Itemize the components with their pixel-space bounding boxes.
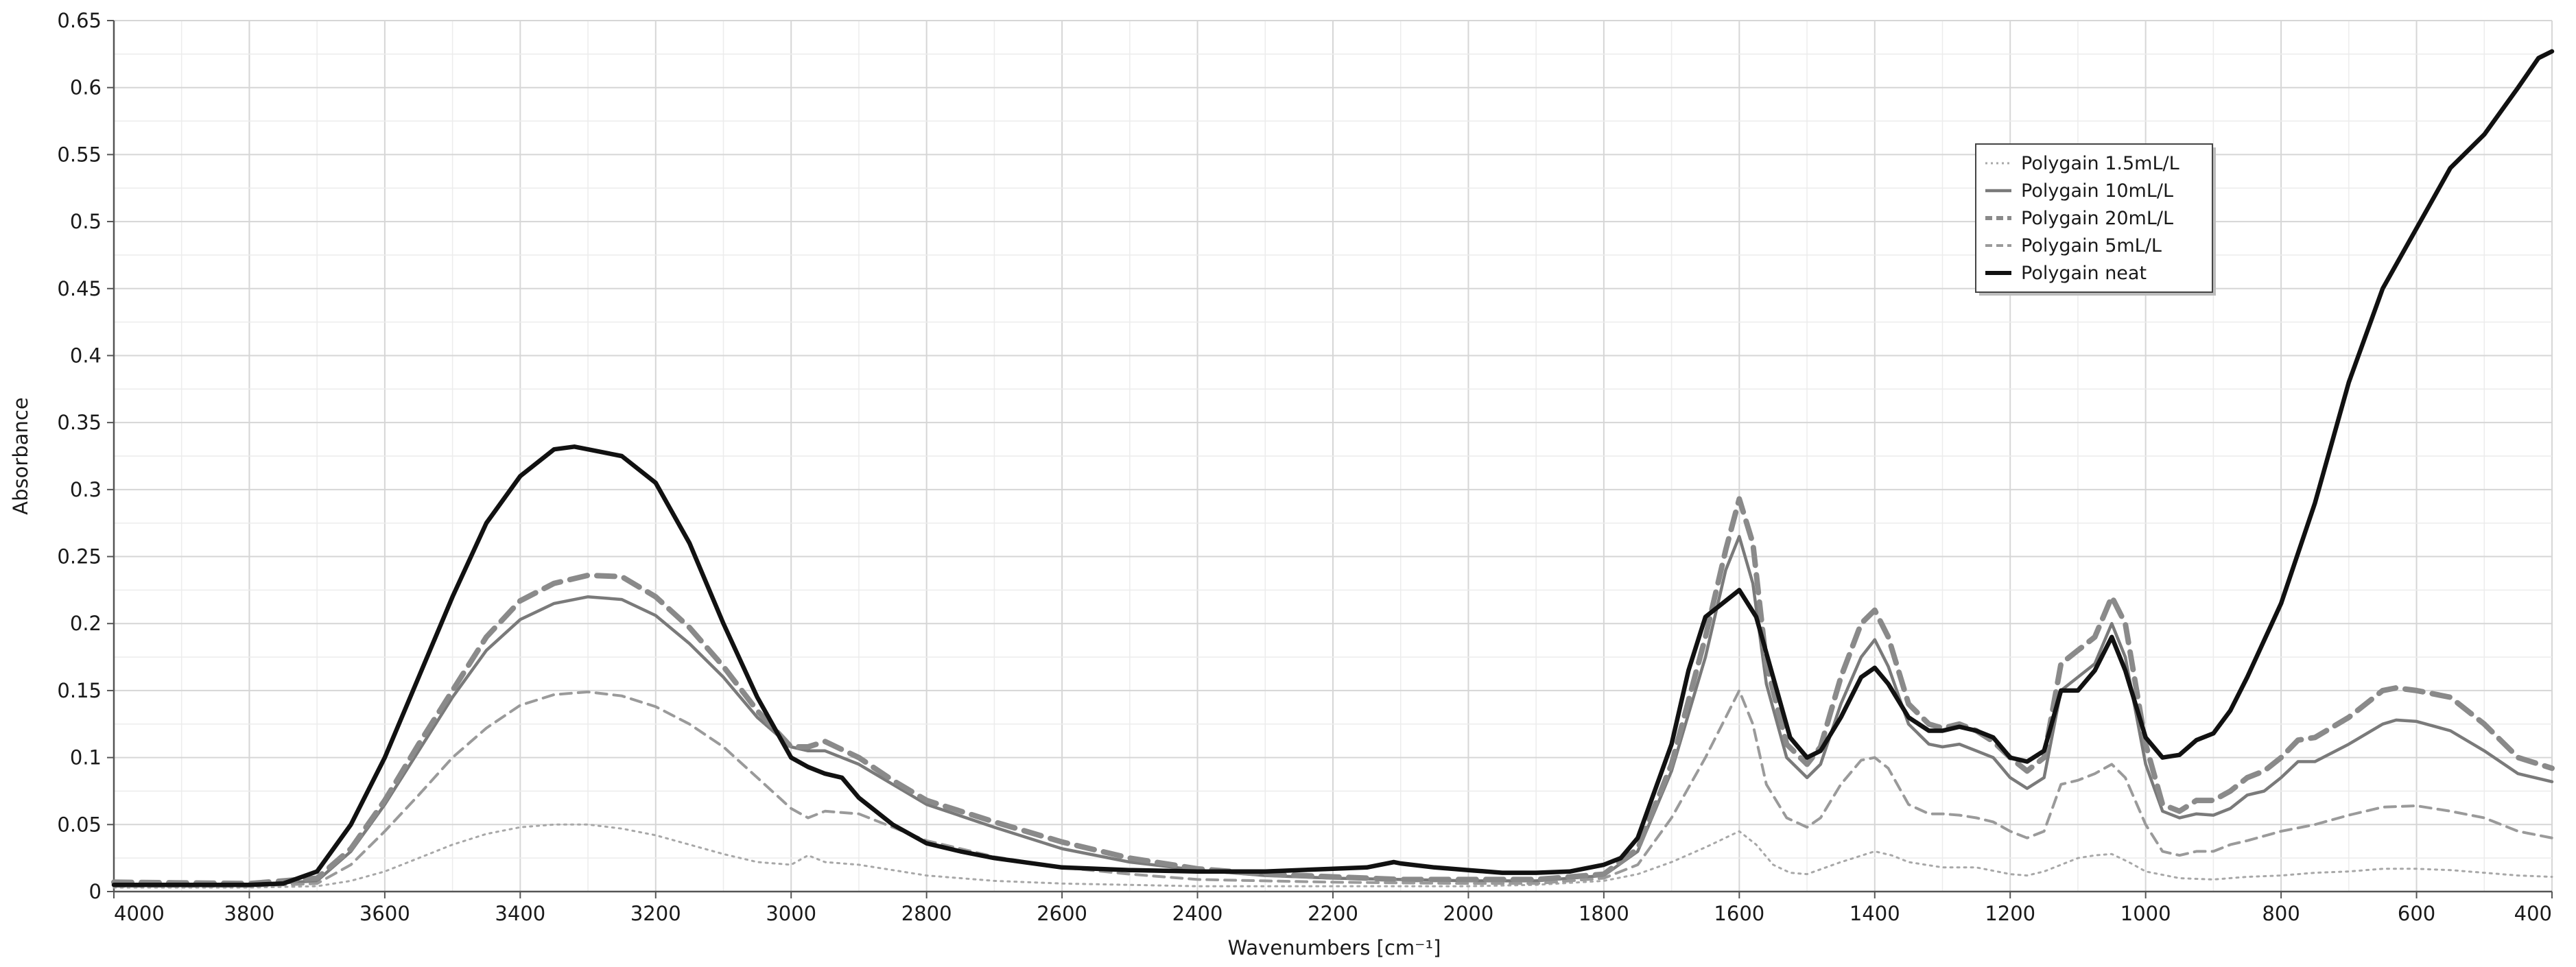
y-tick-label: 0.45: [57, 277, 102, 300]
x-tick-label: 4000: [114, 902, 165, 925]
x-tick-label: 3000: [766, 902, 816, 925]
y-tick-label: 0.05: [57, 813, 102, 836]
x-tick-label: 3600: [359, 902, 410, 925]
y-tick-label: 0.25: [57, 545, 102, 569]
y-tick-label: 0.15: [57, 679, 102, 702]
legend-label: Polygain 10mL/L: [2021, 180, 2173, 202]
x-tick-label: 1400: [1850, 902, 1900, 925]
x-tick-label: 2000: [1443, 902, 1494, 925]
series-line-5: [111, 49, 2555, 887]
y-tick-label: 0.3: [70, 478, 102, 501]
x-tick-label: 1800: [1579, 902, 1629, 925]
x-tick-label: 2800: [901, 902, 952, 925]
axes: 4000 3800 3600 3400 3200 3000 2800 2600 2400 2200…: [57, 9, 2553, 925]
x-tick-label: 3200: [630, 902, 681, 925]
x-axis-title: Wavenumbers [cm⁻¹]: [1228, 936, 1441, 959]
series-line-3: [111, 496, 2555, 887]
x-tick-label: 600: [2398, 902, 2435, 925]
series-line-1: [113, 823, 2553, 889]
legend-label: Polygain neat: [2021, 263, 2147, 284]
x-tick-label: 2400: [1172, 902, 1223, 925]
y-tick-label: 0.4: [70, 344, 102, 367]
y-axis-title: Absorbance: [9, 397, 32, 514]
y-tick-label: 0: [89, 880, 102, 903]
x-tick-label: 400: [2514, 902, 2552, 925]
y-tick-label: 0.35: [57, 411, 102, 434]
legend-label: Polygain 20mL/L: [2021, 208, 2173, 229]
series-line-4: [113, 689, 2553, 888]
x-tick-label: 3400: [495, 902, 545, 925]
y-tick-label: 0.5: [70, 210, 102, 233]
legend-box: [1975, 143, 2213, 293]
x-tick-label: 1600: [1714, 902, 1764, 925]
legend-label: Polygain 1.5mL/L: [2021, 153, 2179, 174]
x-tick-label: 2600: [1037, 902, 1087, 925]
y-tick-label: 0.2: [70, 612, 102, 635]
x-tick-label: 1200: [1985, 902, 2035, 925]
series-line-2: [112, 534, 2554, 887]
y-tick-label: 0.6: [70, 76, 102, 99]
series-layer: [111, 49, 2555, 889]
x-tick-label: 1000: [2120, 902, 2171, 925]
y-tick-label: 0.65: [57, 9, 102, 32]
y-tick-label: 0.1: [70, 746, 102, 769]
x-tick-label: 800: [2262, 902, 2300, 925]
x-tick-label: 2200: [1308, 902, 1358, 925]
x-tick-label: 3800: [224, 902, 275, 925]
legend-label: Polygain 5mL/L: [2021, 235, 2162, 256]
legend: Polygain 1.5mL/L Polygain 10mL/L Polygain …: [1975, 143, 2216, 296]
y-tick-label: 0.55: [57, 143, 102, 166]
